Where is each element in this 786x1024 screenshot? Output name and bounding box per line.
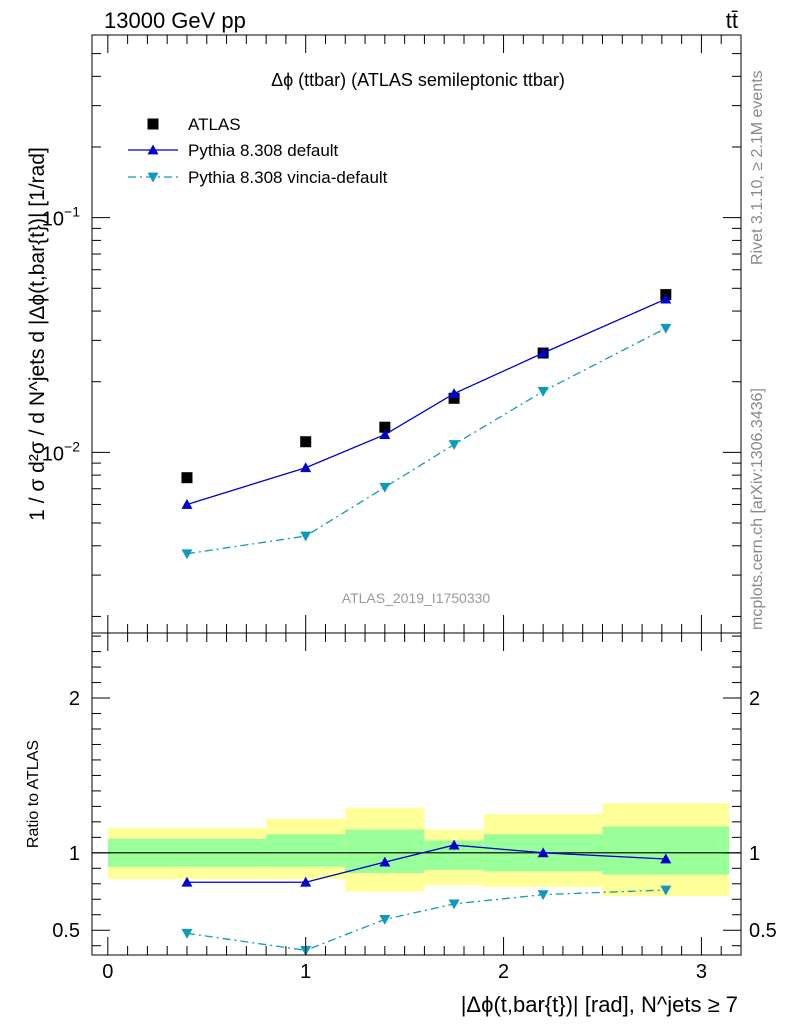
data-point-atlas [181,472,193,484]
y-tick-label: 10−1 [42,204,80,231]
x-tick-label: 3 [696,961,707,983]
ratio-point-pythia-8-308-vincia-default [448,899,460,910]
ratio-y-tick-label-left: 0.5 [52,920,80,942]
data-point-atlas [300,436,312,448]
data-point-pythia-8-308-vincia-default [379,482,391,493]
data-point-pythia-8-308-vincia-default [660,323,672,334]
x-tick-label: 0 [102,961,113,983]
main-panel: 10−2 10−1 Δϕ (ttbar) (ATLAS semileptonic … [26,34,742,634]
ratio-line-pythia-8-308-vincia-default [186,889,666,952]
x-tick-label: 2 [498,961,509,983]
ratio-y-tick-label-right: 2 [749,688,760,710]
ratio-y-axis-label: Ratio to ATLAS [25,740,42,848]
rivet-label: Rivet 3.1.10, ≥ 2.1M events [749,70,766,265]
series-line-pythia-8-308-default [186,298,667,506]
ratio-point-pythia-8-308-vincia-default [181,928,193,939]
legend: ATLAS Pythia 8.308 default Pythia 8.308 vi… [128,115,388,187]
legend-label-atlas: ATLAS [188,115,241,134]
legend-marker-atlas [147,118,159,130]
ratio-frame [91,632,742,956]
x-axis-label: |Δϕ(t,bar{t})| [rad], N^jets ≥ 7 [461,992,738,1017]
ratio-point-pythia-8-308-default [181,876,193,887]
data-point-atlas [448,392,460,404]
y-tick-label: 10−2 [42,438,80,465]
ratio-y-tick-label-right: 0.5 [749,920,777,942]
ratio-point-pythia-8-308-vincia-default [379,914,391,925]
ratio-point-pythia-8-308-vincia-default [660,885,672,896]
data-point-pythia-8-308-default [181,498,193,509]
x-tick-label: 1 [300,961,311,983]
legend-label-pythia-8-308-vincia-default: Pythia 8.308 vincia-default [188,168,388,187]
data-point-atlas [379,421,391,433]
data-point-pythia-8-308-default [660,293,672,304]
energy-label: 13000 GeV pp [104,8,246,33]
ratio-panel: 0.5 0.5 1 1 2 2 0 1 2 3 Ratio to ATLAS |Δϕ(t,bar{… [25,632,777,1017]
ratio-point-pythia-8-308-default [660,853,672,864]
legend-label-pythia-8-308-default: Pythia 8.308 default [188,141,339,160]
ratio-point-pythia-8-308-default [379,856,391,867]
ratio-y-tick-label-left: 1 [69,843,80,865]
uncertainty-band-stat [266,834,346,867]
ratio-point-pythia-8-308-vincia-default [537,890,549,901]
uncertainty-band-stat [602,826,730,875]
ratio-y-tick-label-left: 2 [69,688,80,710]
watermark: ATLAS_2019_I1750330 [342,590,491,606]
data-point-pythia-8-308-default [448,388,460,398]
mcplots-label: mcplots.cern.ch [arXiv:1306.3436] [749,388,766,630]
legend-marker-pythia-8-308-vincia-default [147,172,159,183]
main-y-axis-label: 1 / σ d²σ / d N^jets d |Δϕ(t,bar{t})| [1… [26,147,49,521]
data-point-pythia-8-308-vincia-default [181,549,193,560]
ratio-point-pythia-8-308-default [537,847,549,858]
data-point-pythia-8-308-default [379,429,391,440]
data-point-pythia-8-308-vincia-default [448,440,460,451]
legend-marker-pythia-8-308-default [147,144,159,155]
data-point-pythia-8-308-vincia-default [537,386,549,397]
ratio-y-tick-label-right: 1 [749,843,760,865]
data-point-pythia-8-308-default [300,462,312,473]
data-point-pythia-8-308-vincia-default [300,531,312,542]
ratio-point-pythia-8-308-default [448,839,460,850]
ratio-line-pythia-8-308-default [186,844,666,883]
data-point-pythia-8-308-default [537,347,549,358]
series-line-pythia-8-308-vincia-default [186,327,667,555]
process-label: tt̄ [726,8,738,33]
chart-title: Δϕ (ttbar) (ATLAS semileptonic ttbar) [271,70,565,90]
ratio-point-pythia-8-308-default [300,876,312,887]
